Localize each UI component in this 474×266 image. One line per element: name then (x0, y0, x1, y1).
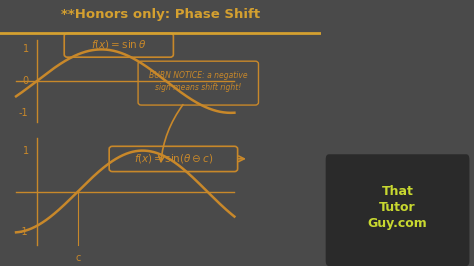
Text: That
Tutor
Guy.com: That Tutor Guy.com (368, 185, 428, 230)
Text: $f(x) = \sin\theta$: $f(x) = \sin\theta$ (91, 39, 146, 51)
Text: 0: 0 (22, 76, 28, 86)
Text: c: c (75, 253, 81, 263)
Text: $f(x) = \sin(\theta \ominus c)$: $f(x) = \sin(\theta \ominus c)$ (134, 152, 213, 165)
FancyBboxPatch shape (326, 154, 469, 266)
Text: 1: 1 (22, 146, 28, 156)
Text: -1: -1 (19, 108, 28, 118)
Text: -1: -1 (19, 227, 28, 238)
Text: BURN NOTICE: a negative
sign means shift right!: BURN NOTICE: a negative sign means shift… (149, 71, 248, 92)
Text: 1: 1 (22, 44, 28, 55)
Text: **Honors only: Phase Shift: **Honors only: Phase Shift (61, 8, 260, 21)
